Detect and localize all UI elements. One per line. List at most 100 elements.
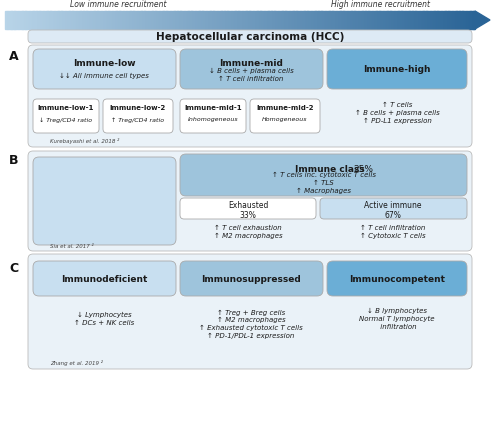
Bar [48,11,49,29]
Bar [298,11,300,29]
Bar [358,11,360,29]
Polygon shape [475,11,490,29]
Bar [323,11,325,29]
Bar [350,11,352,29]
Bar [138,11,140,29]
Text: ↑ T cells
↑ B cells + plasma cells
↑ PD-L1 expression: ↑ T cells ↑ B cells + plasma cells ↑ PD-… [354,103,440,124]
Bar [378,11,380,29]
Bar [337,11,339,29]
Bar [185,11,187,29]
Bar [360,11,362,29]
Text: ↓ Treg/CD4 ratio: ↓ Treg/CD4 ratio [40,117,92,123]
Bar [234,11,235,29]
Bar [460,11,461,29]
Bar [144,11,146,29]
Bar [76,11,78,29]
FancyBboxPatch shape [28,254,472,369]
Bar [394,11,396,29]
Text: Immune-mid-1: Immune-mid-1 [184,105,242,111]
Bar [424,11,425,29]
Bar [440,11,442,29]
Text: ↓↓ All immune cell types: ↓↓ All immune cell types [59,73,149,79]
Bar [172,11,174,29]
Text: Active immune: Active immune [364,202,422,211]
Bar [154,11,156,29]
Bar [374,11,376,29]
Bar [19,11,21,29]
Bar [13,11,15,29]
Text: Immune class: Immune class [295,166,365,175]
Bar [99,11,101,29]
Bar [69,11,71,29]
FancyBboxPatch shape [33,157,176,245]
Bar [330,11,331,29]
Bar [188,11,190,29]
Bar [274,11,276,29]
Bar [218,11,220,29]
Bar [54,11,56,29]
Text: Immune-low: Immune-low [72,60,136,69]
Bar [84,11,85,29]
Bar [124,11,126,29]
Bar [36,11,38,29]
Bar [110,11,112,29]
Bar [40,11,42,29]
Bar [338,11,340,29]
Text: Exhausted: Exhausted [228,202,268,211]
Bar [409,11,411,29]
Bar [426,11,428,29]
Bar [27,11,29,29]
Bar [56,11,58,29]
Bar [353,11,354,29]
Bar [425,11,426,29]
Bar [106,11,107,29]
Bar [129,11,130,29]
Bar [52,11,54,29]
Bar [418,11,420,29]
Bar [276,11,278,29]
Bar [240,11,242,29]
Bar [92,11,94,29]
Text: Homogeneous: Homogeneous [262,118,308,123]
Bar [157,11,159,29]
Bar [447,11,448,29]
Bar [158,11,160,29]
Bar [342,11,344,29]
Bar [236,11,237,29]
Bar [436,11,438,29]
Bar [170,11,172,29]
Bar [201,11,202,29]
Bar [63,11,65,29]
Bar [254,11,256,29]
Bar [290,11,292,29]
Bar [12,11,13,29]
Bar [264,11,266,29]
Bar [310,11,312,29]
Bar [439,11,441,29]
FancyBboxPatch shape [33,99,99,133]
Bar [372,11,374,29]
Bar [422,11,424,29]
Bar [351,11,353,29]
Bar [207,11,209,29]
Bar [278,11,280,29]
Bar [100,11,102,29]
Bar [302,11,304,29]
Bar [192,11,194,29]
Bar [320,11,322,29]
FancyBboxPatch shape [250,99,320,133]
Text: ↓ B lymphocytes
Normal T lymphocyte
 infiltration: ↓ B lymphocytes Normal T lymphocyte infi… [359,308,435,329]
Bar [85,11,87,29]
Bar [160,11,162,29]
Bar [60,11,62,29]
Text: 67%: 67% [384,211,402,220]
Bar [326,11,328,29]
Bar [220,11,222,29]
Bar [77,11,79,29]
Text: ↓ Lymphocytes
↑ DCs + NK cells: ↓ Lymphocytes ↑ DCs + NK cells [74,312,134,326]
Bar [280,11,282,29]
Bar [208,11,210,29]
FancyBboxPatch shape [33,49,176,89]
Bar [122,11,124,29]
Bar [376,11,378,29]
